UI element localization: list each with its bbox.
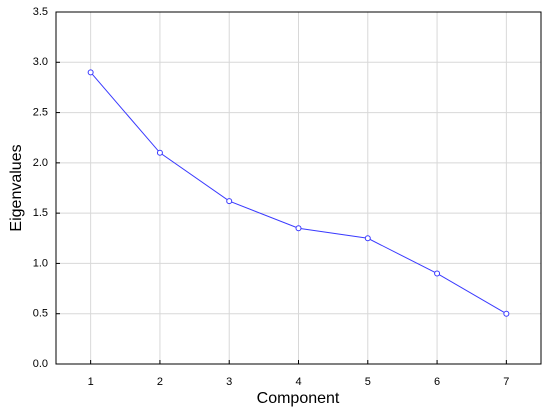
x-tick-label: 3 [226,376,232,388]
data-point [226,198,233,205]
data-point [364,235,371,242]
y-tick-label: 3.5 [33,6,48,18]
y-tick-label: 1.5 [33,207,48,219]
x-tick-label: 6 [434,376,440,388]
y-tick-label: 2.0 [33,157,48,169]
y-axis-title: Eigenvalues [8,144,25,231]
y-tick-label: 3.0 [33,56,48,68]
y-tick-label: 0.0 [33,358,48,370]
data-point [156,149,163,156]
y-tick-label: 0.5 [33,308,48,320]
data-point [295,225,302,232]
plot-frame [55,11,542,365]
y-tick-label: 1.0 [33,257,48,269]
x-axis-title: Component [257,390,340,407]
x-tick-label: 5 [365,376,371,388]
x-tick-label: 2 [157,376,163,388]
data-point [434,270,441,277]
x-tick-label: 7 [503,376,509,388]
x-tick-label: 1 [88,376,94,388]
data-point [503,310,510,317]
y-tick-label: 2.5 [33,106,48,118]
x-tick-label: 4 [295,376,301,388]
data-point [87,69,94,76]
